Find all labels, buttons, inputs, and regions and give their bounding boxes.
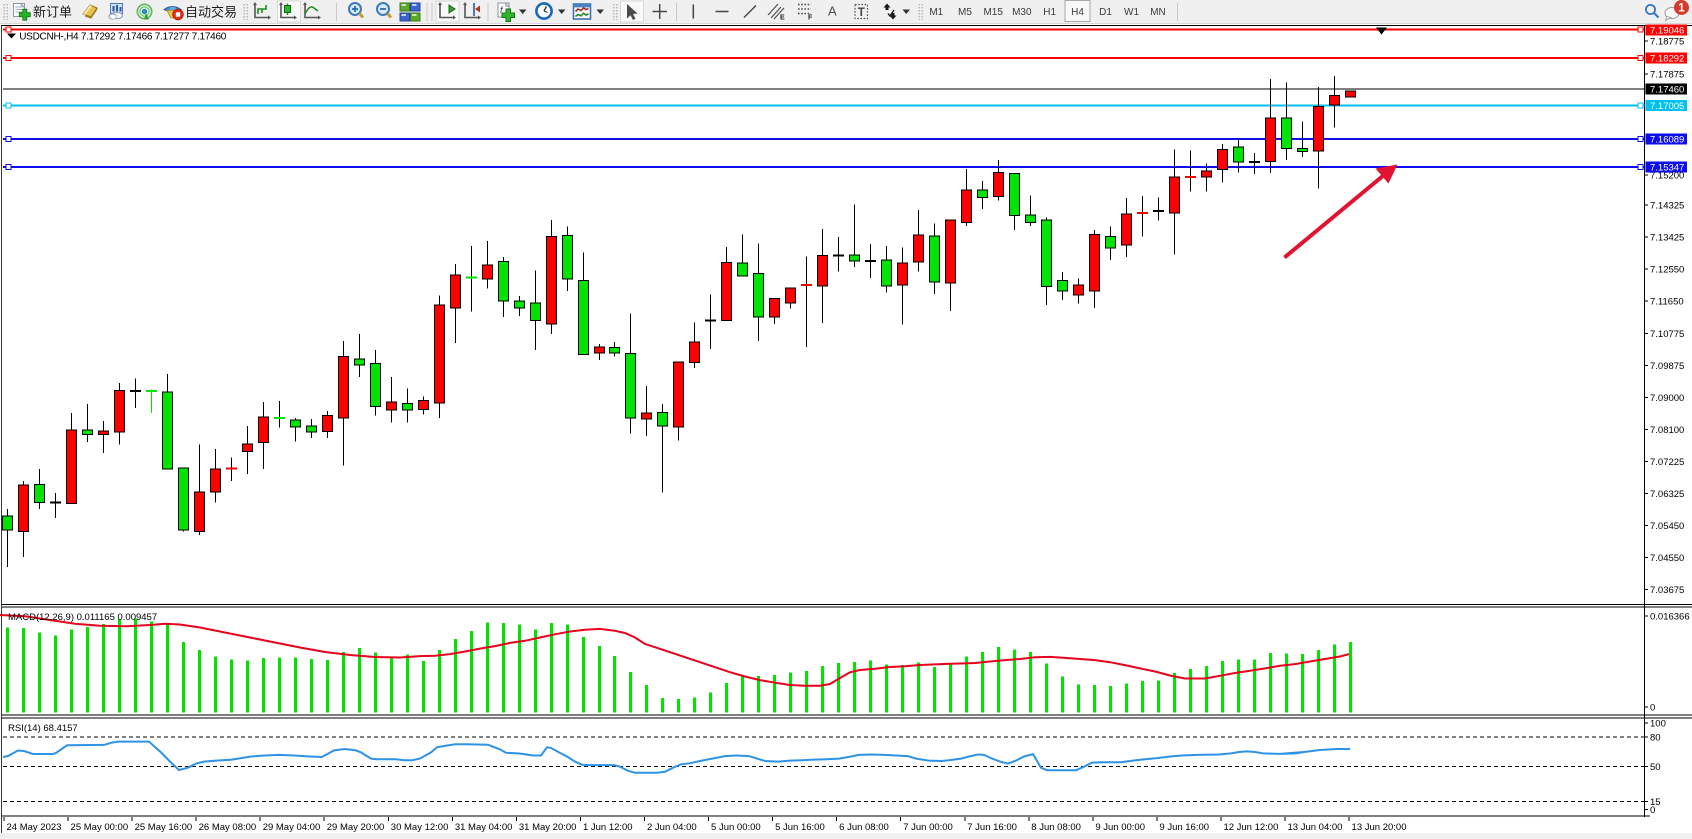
svg-text:H1: H1 xyxy=(1043,7,1056,18)
svg-text:USDCNH-,H4 7.17292 7.17466 7.: USDCNH-,H4 7.17292 7.17466 7.17277 7.174… xyxy=(19,32,227,43)
svg-text:7.14325: 7.14325 xyxy=(1650,201,1684,212)
svg-text:7.16089: 7.16089 xyxy=(1650,135,1684,146)
svg-text:8 Jun 08:00: 8 Jun 08:00 xyxy=(1031,822,1081,833)
svg-text:F: F xyxy=(808,15,813,22)
svg-text:M5: M5 xyxy=(958,7,972,18)
svg-text:7.17460: 7.17460 xyxy=(1650,85,1684,96)
svg-text:2 Jun 04:00: 2 Jun 04:00 xyxy=(647,822,697,833)
svg-text:80: 80 xyxy=(1650,733,1661,744)
svg-text:5 Jun 00:00: 5 Jun 00:00 xyxy=(711,822,761,833)
svg-text:M15: M15 xyxy=(983,7,1003,18)
svg-text:0.016366: 0.016366 xyxy=(1650,612,1690,623)
svg-text:A: A xyxy=(828,4,837,19)
svg-text:0: 0 xyxy=(1650,805,1655,816)
svg-text:7 Jun 16:00: 7 Jun 16:00 xyxy=(967,822,1017,833)
svg-text:7.07225: 7.07225 xyxy=(1650,457,1684,468)
svg-text:7.03675: 7.03675 xyxy=(1650,585,1684,596)
svg-text:M30: M30 xyxy=(1012,7,1032,18)
svg-text:1 Jun 12:00: 1 Jun 12:00 xyxy=(583,822,633,833)
svg-text:7.10775: 7.10775 xyxy=(1650,329,1684,340)
svg-text:7.17005: 7.17005 xyxy=(1650,101,1684,112)
svg-text:D1: D1 xyxy=(1099,7,1112,18)
svg-text:H4: H4 xyxy=(1071,7,1084,18)
svg-text:25 May 16:00: 25 May 16:00 xyxy=(135,822,193,833)
svg-text:5 Jun 16:00: 5 Jun 16:00 xyxy=(775,822,825,833)
svg-text:7.17875: 7.17875 xyxy=(1650,70,1684,81)
svg-text:0: 0 xyxy=(1650,703,1655,714)
svg-text:7.05450: 7.05450 xyxy=(1650,521,1684,532)
svg-text:7.11650: 7.11650 xyxy=(1650,297,1684,308)
svg-text:M1: M1 xyxy=(929,7,943,18)
svg-text:W1: W1 xyxy=(1124,7,1139,18)
svg-text:7.15200: 7.15200 xyxy=(1650,171,1684,182)
svg-text:MN: MN xyxy=(1150,7,1166,18)
svg-text:15: 15 xyxy=(1650,797,1661,808)
svg-text:f: f xyxy=(500,5,504,15)
svg-text:29 May 04:00: 29 May 04:00 xyxy=(263,822,321,833)
svg-text:30 May 12:00: 30 May 12:00 xyxy=(391,822,449,833)
svg-text:7.15347: 7.15347 xyxy=(1650,163,1684,174)
svg-text:13 Jun 20:00: 13 Jun 20:00 xyxy=(1352,822,1407,833)
svg-text:1: 1 xyxy=(1678,3,1685,15)
svg-text:7.09875: 7.09875 xyxy=(1650,361,1684,372)
svg-text:7.08100: 7.08100 xyxy=(1650,425,1684,436)
svg-text:7 Jun 00:00: 7 Jun 00:00 xyxy=(903,822,953,833)
svg-text:50: 50 xyxy=(1650,762,1661,773)
svg-text:6 Jun 08:00: 6 Jun 08:00 xyxy=(839,822,889,833)
svg-text:MACD(12,26,9) 0.011165 0.00945: MACD(12,26,9) 0.011165 0.009457 xyxy=(8,612,157,623)
svg-text:12 Jun 12:00: 12 Jun 12:00 xyxy=(1223,822,1278,833)
svg-text:9 Jun 00:00: 9 Jun 00:00 xyxy=(1095,822,1145,833)
svg-text:7.12550: 7.12550 xyxy=(1650,265,1684,276)
svg-text:7.18292: 7.18292 xyxy=(1650,54,1684,65)
svg-text:E: E xyxy=(780,15,785,22)
svg-text:7.13425: 7.13425 xyxy=(1650,233,1684,244)
svg-text:7.18775: 7.18775 xyxy=(1650,37,1684,48)
svg-text:13 Jun 04:00: 13 Jun 04:00 xyxy=(1288,822,1343,833)
svg-text:29 May 20:00: 29 May 20:00 xyxy=(327,822,385,833)
svg-text:26 May 08:00: 26 May 08:00 xyxy=(199,822,257,833)
svg-text:24 May 2023: 24 May 2023 xyxy=(7,822,62,833)
svg-text:31 May 20:00: 31 May 20:00 xyxy=(519,822,577,833)
svg-text:7.19046: 7.19046 xyxy=(1650,26,1684,37)
svg-text:7.09000: 7.09000 xyxy=(1650,393,1684,404)
svg-text:RSI(14) 68.4157: RSI(14) 68.4157 xyxy=(8,723,78,734)
svg-text:100: 100 xyxy=(1650,719,1666,730)
svg-text:25 May 00:00: 25 May 00:00 xyxy=(71,822,129,833)
svg-text:7.06325: 7.06325 xyxy=(1650,489,1684,500)
svg-text:新订单: 新订单 xyxy=(33,5,72,20)
svg-text:7.04550: 7.04550 xyxy=(1650,553,1684,564)
svg-text:自动交易: 自动交易 xyxy=(185,5,237,20)
svg-text:9 Jun 16:00: 9 Jun 16:00 xyxy=(1159,822,1209,833)
svg-text:31 May 04:00: 31 May 04:00 xyxy=(455,822,513,833)
svg-text:T: T xyxy=(858,7,865,19)
